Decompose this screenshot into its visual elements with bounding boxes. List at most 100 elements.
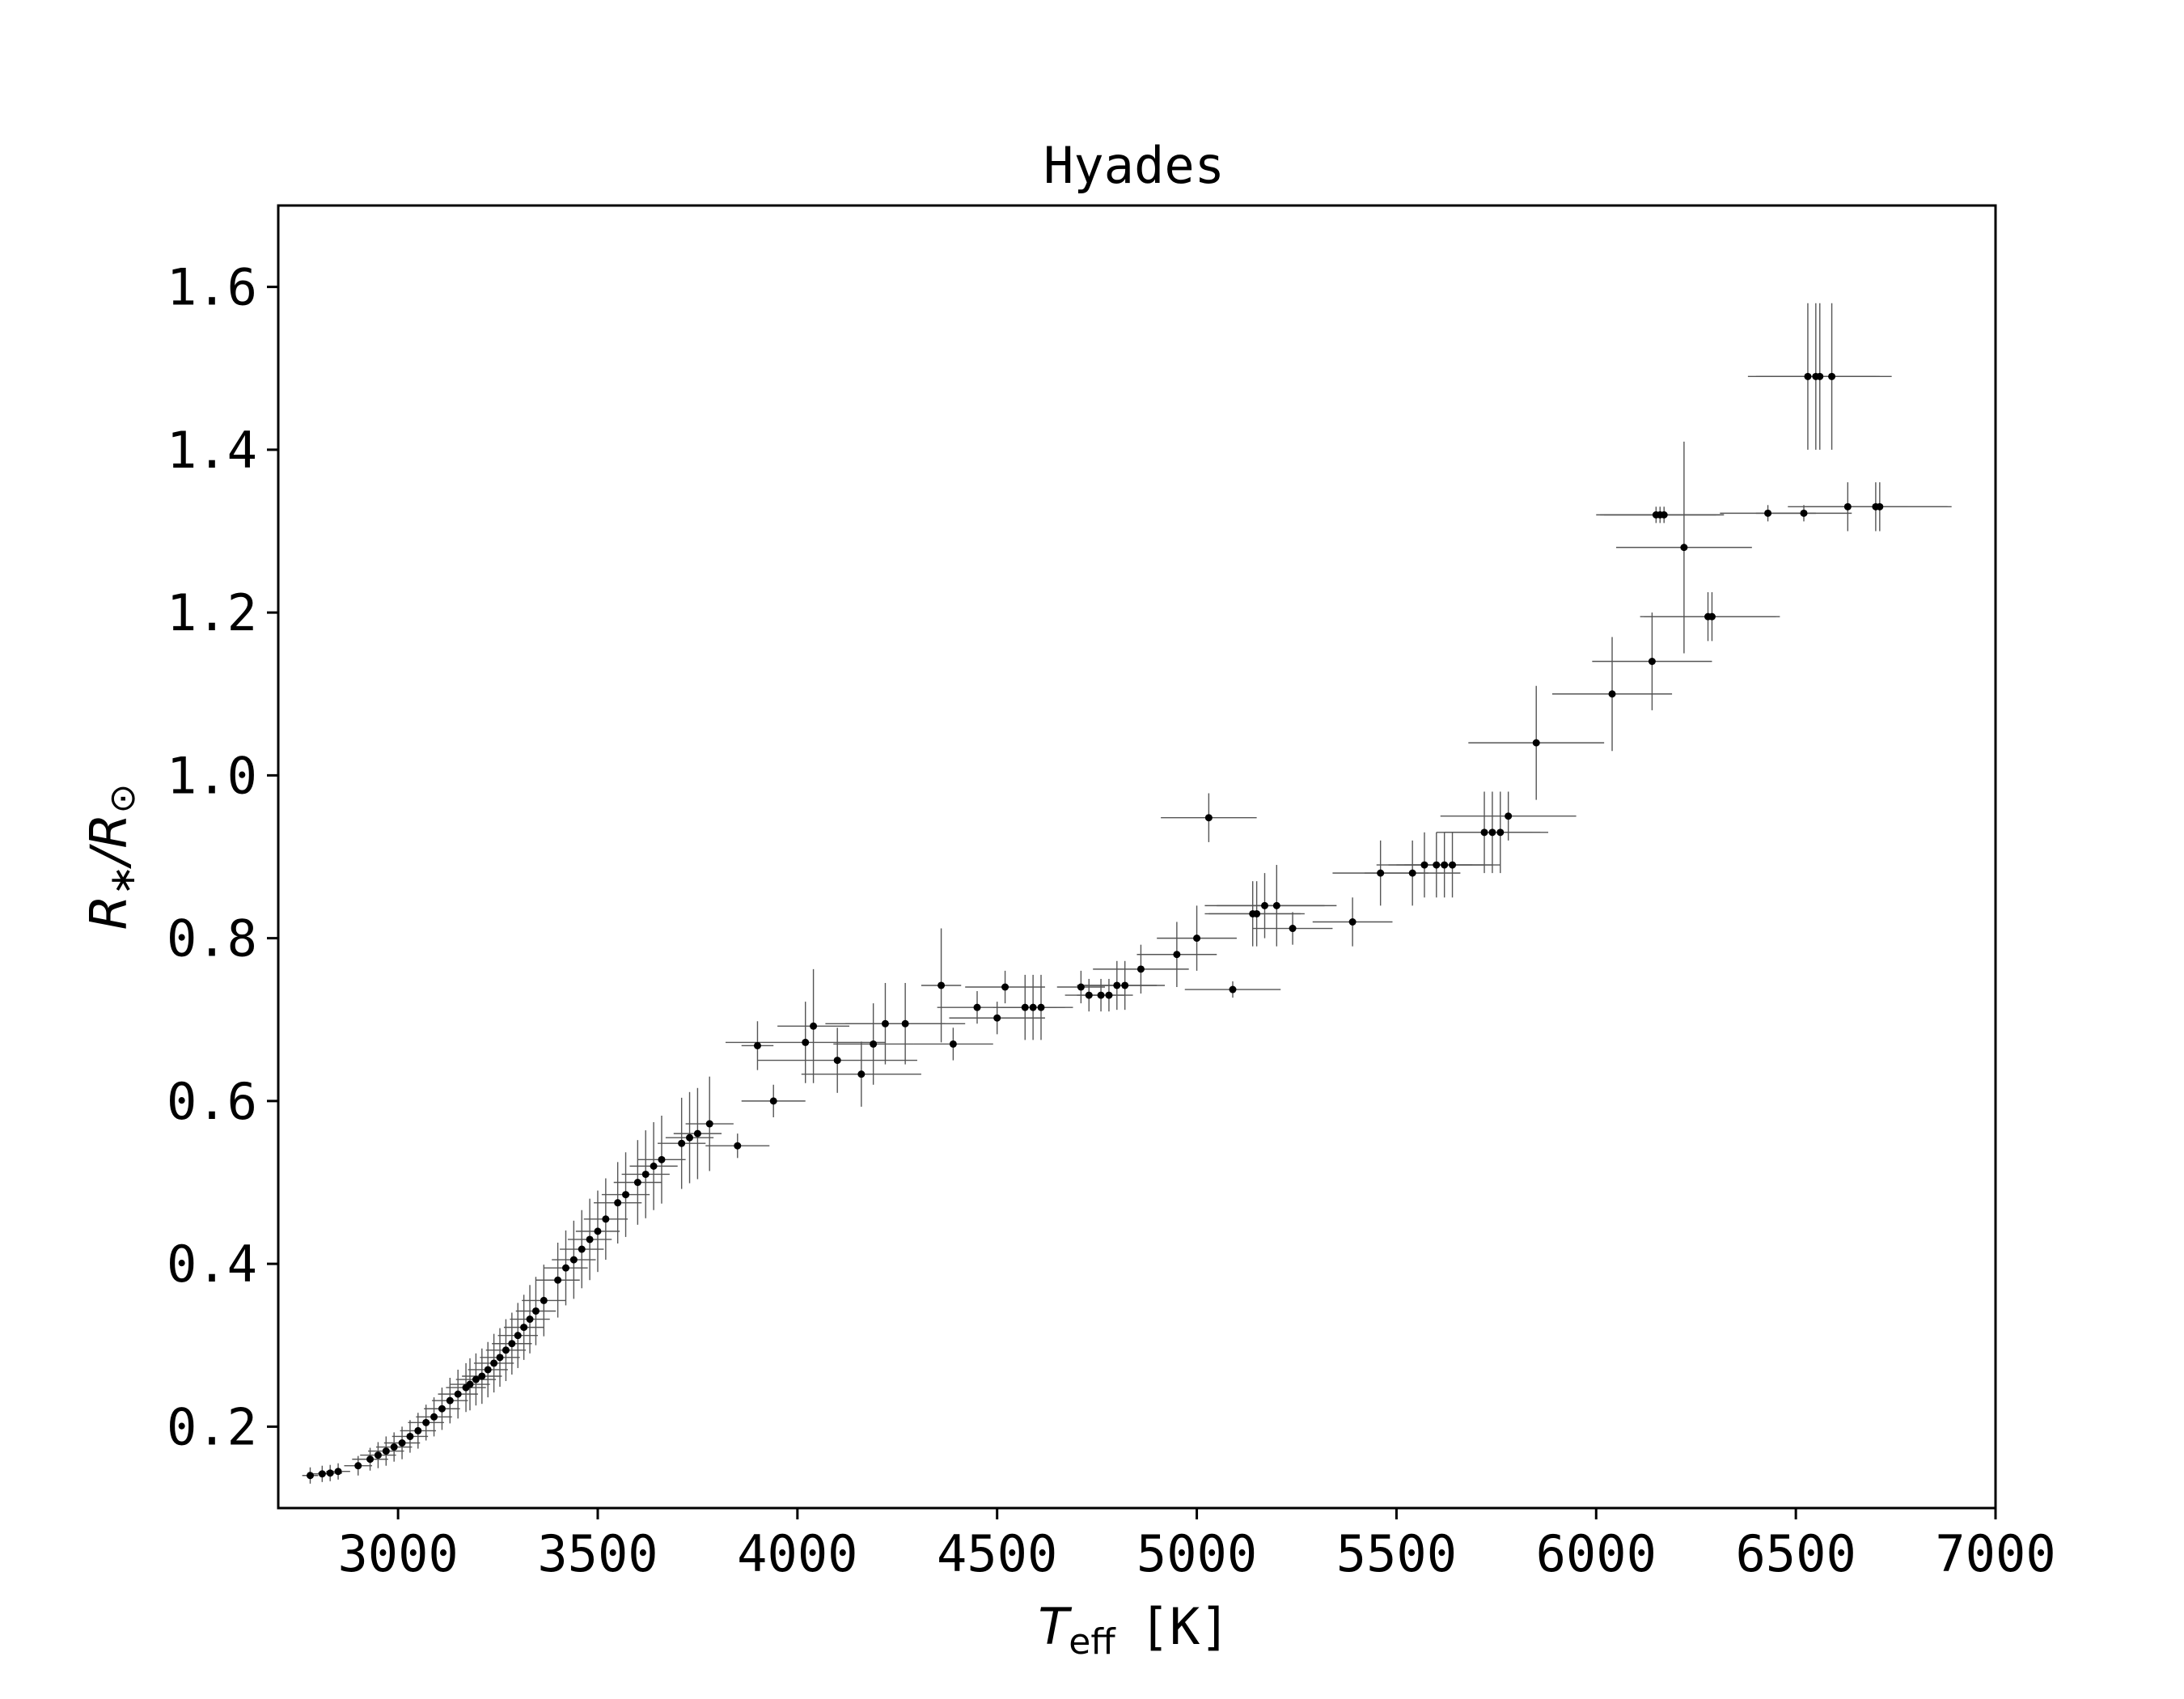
data-point <box>622 1191 630 1199</box>
x-tick-label: 6000 <box>1536 1524 1657 1583</box>
data-point <box>1816 372 1824 380</box>
data-point <box>1876 502 1884 511</box>
data-point <box>422 1418 430 1426</box>
data-point <box>1260 901 1268 909</box>
x-tick-label: 4000 <box>737 1524 857 1583</box>
data-point <box>430 1413 438 1421</box>
data-point <box>1097 991 1105 999</box>
data-point <box>1289 925 1297 933</box>
data-point <box>857 1070 866 1078</box>
data-point <box>1828 372 1836 380</box>
data-point <box>334 1468 342 1476</box>
data-point <box>1764 509 1772 517</box>
data-point <box>881 1019 889 1027</box>
y-tick-label: 0.8 <box>167 909 257 968</box>
x-axis-title-subscript: eff <box>1069 1621 1116 1663</box>
data-point <box>508 1340 516 1348</box>
data-point <box>1505 812 1513 820</box>
y-tick-label: 1.2 <box>167 583 257 642</box>
data-point <box>540 1296 548 1304</box>
y-tick-label: 1.6 <box>167 258 257 317</box>
data-point <box>1253 909 1261 917</box>
data-point <box>406 1432 414 1440</box>
data-point <box>1408 869 1416 877</box>
data-point <box>366 1455 375 1464</box>
data-point <box>326 1469 334 1477</box>
data-point <box>478 1372 486 1380</box>
data-point <box>602 1215 610 1223</box>
data-point <box>1229 985 1237 994</box>
data-point <box>1420 861 1428 869</box>
x-tick-label: 7000 <box>1935 1524 2055 1583</box>
data-point <box>1433 861 1441 869</box>
data-point <box>561 1264 569 1272</box>
data-point <box>586 1235 594 1244</box>
data-point <box>490 1359 498 1367</box>
data-point <box>390 1443 398 1451</box>
x-axis-title-symbol: T <box>1038 1597 1072 1656</box>
data-point <box>870 1040 878 1048</box>
data-point <box>594 1227 602 1235</box>
data-point <box>466 1380 474 1388</box>
y-tick-label: 0.4 <box>167 1235 257 1294</box>
data-point <box>1204 814 1213 822</box>
y-axis: 0.2 0.4 0.6 0.8 1.0 1.2 1.4 1.6 <box>167 258 278 1456</box>
data-point <box>446 1396 454 1405</box>
data-point <box>496 1354 504 1362</box>
data-point <box>810 1022 818 1030</box>
data-point <box>1037 1003 1045 1011</box>
data-point <box>901 1019 909 1027</box>
data-point <box>1660 511 1668 519</box>
data-point <box>531 1307 540 1315</box>
x-tick-label: 3500 <box>537 1524 658 1583</box>
x-tick-label: 3000 <box>337 1524 458 1583</box>
data-point <box>1804 372 1812 380</box>
data-point-layer <box>306 372 1884 1480</box>
data-point <box>1348 918 1357 926</box>
chart-title: Hyades <box>1043 136 1225 195</box>
data-point <box>1001 983 1009 991</box>
data-point <box>438 1405 446 1413</box>
y-tick-label: 1.4 <box>167 421 257 480</box>
data-point <box>1105 991 1113 999</box>
data-point <box>569 1256 578 1264</box>
data-point <box>734 1142 742 1150</box>
x-tick-label: 5500 <box>1336 1524 1457 1583</box>
data-point <box>686 1133 694 1142</box>
data-point <box>705 1120 713 1128</box>
y-tick-label: 1.0 <box>167 746 257 805</box>
data-point <box>1113 981 1121 989</box>
data-point <box>1648 658 1656 665</box>
data-point <box>1029 1003 1037 1011</box>
data-point <box>641 1170 650 1178</box>
data-point <box>1193 934 1201 943</box>
data-point <box>502 1346 510 1354</box>
data-point <box>554 1276 562 1284</box>
y-tick-label: 0.6 <box>167 1072 257 1131</box>
x-axis-title-unit: [K] <box>1140 1597 1230 1656</box>
x-tick-label: 4500 <box>937 1524 1057 1583</box>
data-point <box>1496 828 1505 837</box>
data-point <box>614 1199 622 1207</box>
data-point <box>1680 544 1688 552</box>
data-point <box>472 1375 480 1383</box>
data-point <box>993 1014 1001 1022</box>
x-tick-label: 5000 <box>1136 1524 1257 1583</box>
data-point <box>1480 828 1488 837</box>
data-point <box>1608 690 1616 698</box>
data-point <box>769 1097 777 1105</box>
data-point <box>1136 965 1145 973</box>
data-point <box>354 1462 362 1470</box>
y-tick-label: 0.2 <box>167 1397 257 1456</box>
data-point <box>1121 981 1129 989</box>
data-point <box>1021 1003 1029 1011</box>
data-point <box>1488 828 1496 837</box>
data-point <box>949 1040 957 1048</box>
data-point <box>1532 739 1540 747</box>
data-point <box>938 981 946 989</box>
data-point <box>1800 509 1808 517</box>
data-point <box>398 1439 406 1447</box>
data-point <box>414 1426 422 1434</box>
y-axis-title-denominator-subscript: ⊙ <box>102 784 143 814</box>
data-point <box>1441 861 1449 869</box>
